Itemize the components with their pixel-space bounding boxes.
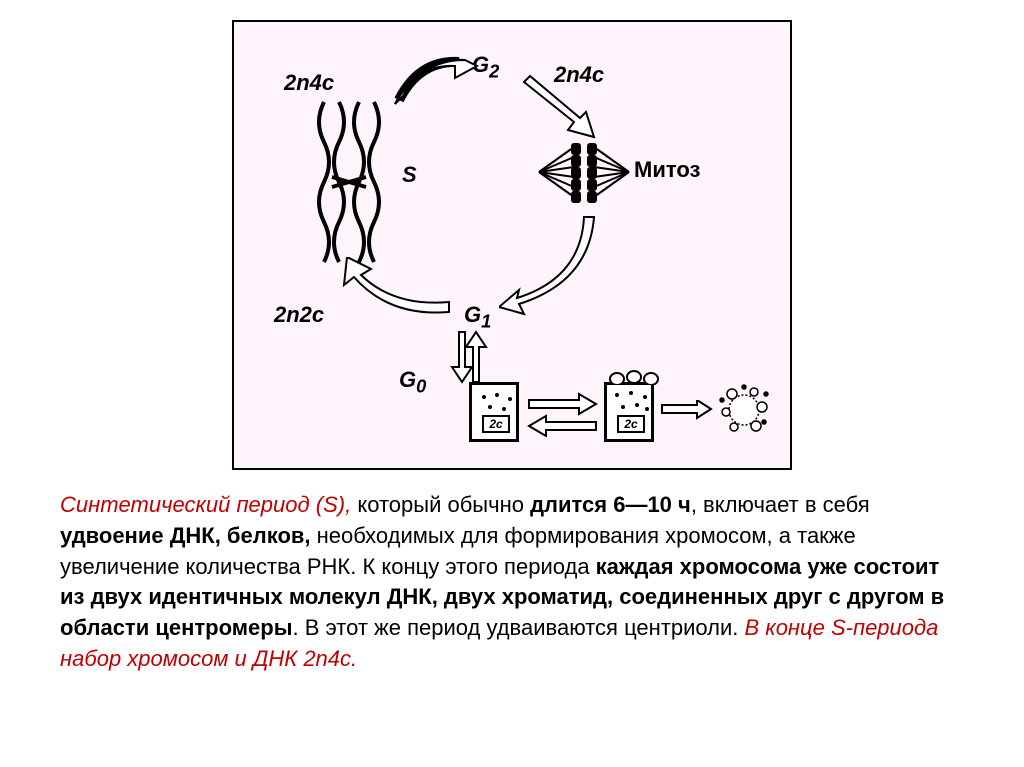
- chromosome-double-icon: [304, 92, 394, 272]
- arrow-box1-box2: [524, 392, 599, 437]
- arrow-g2-to-mitosis: [514, 72, 614, 152]
- label-g0: G0: [399, 367, 426, 397]
- desc-red-1: Синтетический период (S),: [60, 492, 351, 517]
- arrow-mitosis-to-g1: [499, 212, 609, 322]
- label-mitosis: Митоз: [634, 157, 700, 183]
- cell-buds-icon: [602, 367, 662, 385]
- cell-cycle-diagram: 2n4c G2 2n4c S Митоз 2n2c G1 G0: [232, 20, 792, 470]
- cell-g0-box-2: 2c: [604, 382, 654, 442]
- desc-b5: удвоение ДНК, белков,: [60, 523, 311, 548]
- desc-p4: , включает в себя: [691, 492, 870, 517]
- arrow-to-apoptosis: [659, 400, 714, 420]
- arrow-g1-g0: [444, 327, 494, 387]
- cell-2c-label-1: 2c: [482, 415, 510, 433]
- description-paragraph: Синтетический период (S), который обычно…: [50, 490, 974, 675]
- label-2n2c-left: 2n2c: [274, 302, 324, 328]
- arrow-g1-to-s: [339, 257, 459, 327]
- cell-g0-box-1: 2c: [469, 382, 519, 442]
- cell-2c-label-2: 2c: [617, 415, 645, 433]
- desc-p2: который обычно: [351, 492, 530, 517]
- arrow-s-to-g2: [389, 50, 479, 110]
- desc-p8: . В этот же период удваиваются центриоли…: [292, 615, 744, 640]
- cell-dots-icon: [472, 387, 522, 417]
- label-s: S: [402, 162, 417, 188]
- desc-b3: длится 6—10 ч: [530, 492, 691, 517]
- apoptosis-icon: [714, 382, 774, 437]
- cell-dots-icon-2: [607, 387, 657, 417]
